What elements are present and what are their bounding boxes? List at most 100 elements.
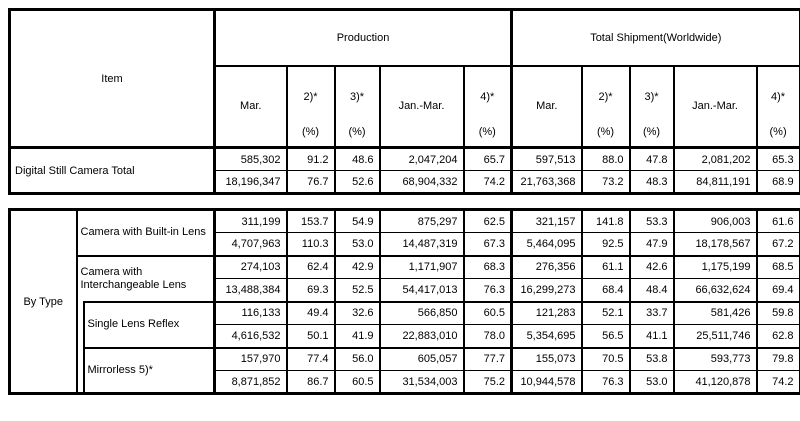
col-header-4-shipment: 4)* (%) [755,65,800,148]
footnote-4-label: 4)* [771,91,786,104]
data-cell: 18,196,347 [213,170,288,194]
data-cell: 62.8 [755,324,800,348]
data-cell: 311,199 [213,209,288,233]
data-cell: 68.9 [755,170,800,194]
table-row: Single Lens Reflex 116,133 49.4 32.6 566… [10,300,800,394]
data-cell: 8,871,852 [213,370,288,394]
data-cell: 74.2 [462,170,513,194]
data-cell: 68.4 [580,278,631,302]
table-row: By Type Camera with Built-in Lens 311,19… [8,209,800,394]
data-cell: 5,354,695 [510,324,583,348]
data-cell: 67.2 [755,232,800,256]
data-cell: 68.5 [755,254,800,279]
percent-label: (%) [596,126,615,139]
data-cell: 875,297 [378,209,465,233]
data-cell: 153.7 [285,209,336,233]
data-cell: 53.8 [628,346,675,371]
data-cell: 4,707,963 [213,232,288,256]
percent-label: (%) [769,126,787,139]
data-cell: 41.1 [628,324,675,348]
data-cell: 74.2 [755,370,800,394]
data-cell: 76.3 [580,370,631,394]
data-cell: 77.4 [285,346,336,371]
data-cell: 86.7 [285,370,336,394]
footnote-2-label: 2)* [303,91,318,104]
col-header-3-shipment: 3)* (%) [628,65,675,148]
by-type-table: By Type Camera with Built-in Lens 311,19… [8,208,800,395]
group-header-row: Item Production Total Shipment(Worldwide… [8,9,800,149]
col-header-2-shipment: 2)* (%) [580,65,631,148]
total-row-month: Digital Still Camera Total 585,302 91.2 … [8,146,800,194]
statistics-page: Item Production Total Shipment(Worldwide… [8,8,800,395]
type-label-built-in-lens: Camera with Built-in Lens [75,209,216,256]
footnote-2-label: 2)* [598,91,613,104]
data-cell: 92.5 [580,232,631,256]
data-cell: 274,103 [213,254,288,279]
data-cell: 47.9 [628,232,675,256]
data-cell: 33.7 [628,300,675,325]
by-type-label: By Type [8,209,78,394]
data-cell: 13,488,384 [213,278,288,302]
data-cell: 69.3 [285,278,336,302]
data-cell: 42.6 [628,254,675,279]
data-cell: 49.4 [285,300,336,325]
table-row: 8,871,852 86.7 60.5 31,534,003 75.2 10,9… [10,370,800,394]
footnote-4-label: 4)* [480,91,495,104]
data-cell: 59.8 [755,300,800,325]
data-cell: 88.0 [580,146,631,171]
col-header-janmar-production: Jan.-Mar. [378,65,465,148]
data-cell: 53.0 [628,370,675,394]
data-cell: 585,302 [213,146,288,171]
column-header-row: Mar. 2)* (%) 3)* (%) Jan.-Mar. 4)* (%) Mar.… [10,65,800,148]
col-header-mar-production: Mar. [213,65,288,148]
data-cell: 42.9 [333,254,381,279]
data-cell: 593,773 [672,346,758,371]
type-label-mirrorless: Mirrorless 5)* [82,346,216,394]
data-cell: 78.0 [462,324,513,348]
data-cell: 41.9 [333,324,381,348]
indent-strip [75,301,85,394]
data-cell: 79.8 [755,346,800,371]
data-cell: 14,487,319 [378,232,465,256]
table-row: Camera with Interchangeable Lens 274,103… [10,254,800,302]
data-cell: 47.8 [628,146,675,171]
data-cell: 116,133 [213,300,288,325]
data-cell: 16,299,273 [510,278,583,302]
col-header-mar-shipment: Mar. [510,65,583,148]
table-row: 13,488,384 69.3 52.5 54,417,013 76.3 16,… [10,278,800,302]
data-cell: 84,811,191 [672,170,758,194]
data-cell: 65.7 [462,146,513,171]
data-cell: 76.3 [462,278,513,302]
data-cell: 48.3 [628,170,675,194]
production-group-header: Production [213,9,513,67]
data-cell: 48.6 [333,146,381,171]
table-row: Mirrorless 5)* 157,970 77.4 56.0 605,057… [10,346,800,394]
data-cell: 10,944,578 [510,370,583,394]
data-cell: 18,178,567 [672,232,758,256]
data-cell: 157,970 [213,346,288,371]
data-cell: 70.5 [580,346,631,371]
col-header-2-production: 2)* (%) [285,65,336,148]
data-cell: 906,003 [672,209,758,233]
summary-table: Item Production Total Shipment(Worldwide… [8,8,800,195]
data-cell: 566,850 [378,300,465,325]
data-cell: 21,763,368 [510,170,583,194]
data-cell: 61.1 [580,254,631,279]
data-cell: 53.0 [333,232,381,256]
data-cell: 4,616,532 [213,324,288,348]
data-cell: 32.6 [333,300,381,325]
type-label-single-lens-reflex: Single Lens Reflex [82,300,216,348]
data-cell: 2,081,202 [672,146,758,171]
data-cell: 67.3 [462,232,513,256]
percent-label: (%) [301,126,320,139]
data-cell: 77.7 [462,346,513,371]
data-cell: 52.1 [580,300,631,325]
data-cell: 1,175,199 [672,254,758,279]
data-cell: 121,283 [510,300,583,325]
data-cell: 68,904,332 [378,170,465,194]
data-cell: 76.7 [285,170,336,194]
data-cell: 62.5 [462,209,513,233]
data-cell: 56.0 [333,346,381,371]
data-cell: 581,426 [672,300,758,325]
data-cell: 62.4 [285,254,336,279]
